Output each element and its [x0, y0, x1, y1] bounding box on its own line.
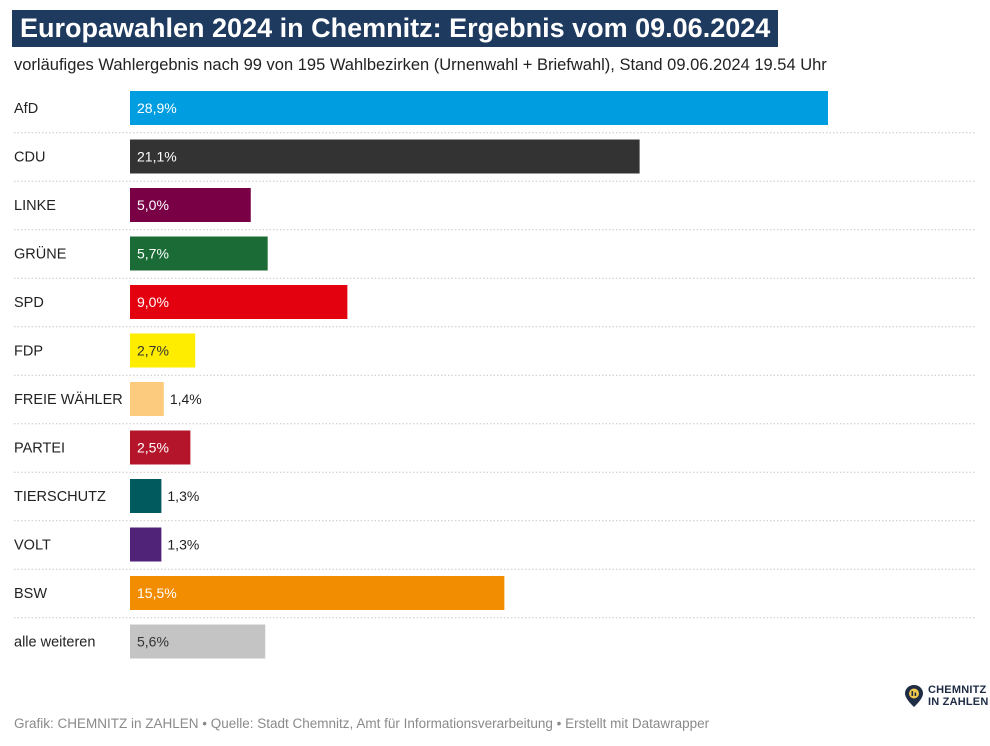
value-label: 28,9%	[137, 100, 177, 116]
bar	[130, 527, 162, 562]
value-label: 5,6%	[137, 634, 169, 650]
logo-line-1: CHEMNITZ	[928, 684, 987, 696]
bar	[130, 236, 268, 271]
category-label: LINKE	[14, 198, 56, 214]
chart-title-wrap: Europawahlen 2024 in Chemnitz: Ergebnis …	[12, 10, 779, 47]
category-label: CDU	[14, 150, 45, 166]
chart-title: Europawahlen 2024 in Chemnitz: Ergebnis …	[12, 10, 779, 47]
logo-text: CHEMNITZ IN ZAHLEN	[928, 684, 988, 708]
category-label: FREIE WÄHLER	[14, 391, 123, 408]
bar	[130, 285, 348, 319]
category-label: alle weiteren	[14, 635, 95, 651]
value-label: 15,5%	[137, 585, 177, 601]
category-label: BSW	[14, 586, 47, 602]
chemnitz-in-zahlen-logo: CHEMNITZ IN ZAHLEN	[904, 684, 988, 708]
category-label: FDP	[14, 344, 43, 360]
category-label: VOLT	[14, 538, 51, 554]
bar	[130, 333, 196, 368]
category-label: AfD	[14, 101, 38, 117]
bar	[130, 188, 251, 222]
bar-chart: AfD 28,9% CDU 21,1% LINKE 5,0% GRÜNE 5,7% SPD 9,0…	[14, 91, 976, 659]
bar	[130, 91, 828, 125]
logo-line-2: IN ZAHLEN	[928, 696, 989, 708]
category-label: PARTEI	[14, 441, 65, 457]
category-label: GRÜNE	[14, 245, 67, 263]
category-label: TIERSCHUTZ	[14, 489, 106, 505]
bar	[130, 624, 266, 659]
bar	[130, 576, 505, 610]
value-label: 21,1%	[137, 149, 177, 165]
value-label: 1,4%	[170, 391, 202, 407]
bar	[130, 139, 640, 174]
value-label: 5,0%	[137, 197, 169, 213]
value-label: 1,3%	[167, 488, 199, 504]
value-label: 1,3%	[167, 537, 199, 553]
bar	[130, 430, 191, 465]
value-label: 2,7%	[137, 343, 169, 359]
chart-subtitle: vorläufiges Wahlergebnis nach 99 von 195…	[14, 56, 827, 74]
value-label: 5,7%	[137, 246, 169, 262]
location-pin-icon	[905, 685, 923, 707]
bar	[130, 479, 162, 513]
category-label: SPD	[14, 295, 44, 311]
value-label: 9,0%	[137, 294, 169, 310]
footer-credits: Grafik: CHEMNITZ in ZAHLEN • Quelle: Sta…	[14, 716, 710, 731]
bar	[130, 382, 164, 416]
value-label: 2,5%	[137, 440, 169, 456]
